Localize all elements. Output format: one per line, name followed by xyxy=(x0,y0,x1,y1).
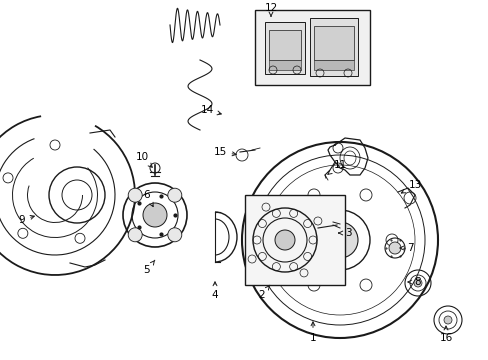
Text: 11: 11 xyxy=(327,160,346,174)
Text: 4: 4 xyxy=(211,282,218,300)
Text: 10: 10 xyxy=(135,152,152,167)
Bar xyxy=(268,60,301,70)
Circle shape xyxy=(274,230,294,250)
Text: 12: 12 xyxy=(264,3,277,16)
Text: 14: 14 xyxy=(200,105,221,115)
Bar xyxy=(264,22,305,74)
Bar xyxy=(313,60,353,70)
Circle shape xyxy=(128,188,142,202)
Bar xyxy=(309,18,357,76)
Text: 16: 16 xyxy=(439,326,452,343)
Bar xyxy=(313,26,353,60)
Bar xyxy=(244,195,345,285)
Circle shape xyxy=(321,222,357,258)
Circle shape xyxy=(413,279,421,287)
Text: 8: 8 xyxy=(407,277,421,287)
Bar xyxy=(268,30,301,60)
Circle shape xyxy=(443,316,451,324)
Text: 7: 7 xyxy=(399,243,412,253)
Text: 15: 15 xyxy=(213,147,236,157)
Circle shape xyxy=(388,242,400,254)
Text: 9: 9 xyxy=(19,215,34,225)
Circle shape xyxy=(128,228,142,242)
Circle shape xyxy=(142,203,167,227)
Bar xyxy=(254,10,369,85)
Text: 1: 1 xyxy=(309,322,316,343)
Text: 6: 6 xyxy=(143,190,153,207)
Circle shape xyxy=(167,228,182,242)
Circle shape xyxy=(167,188,182,202)
Text: 3: 3 xyxy=(338,228,350,238)
Text: 2: 2 xyxy=(258,285,269,300)
Text: 5: 5 xyxy=(143,260,155,275)
Text: 13: 13 xyxy=(401,180,421,193)
